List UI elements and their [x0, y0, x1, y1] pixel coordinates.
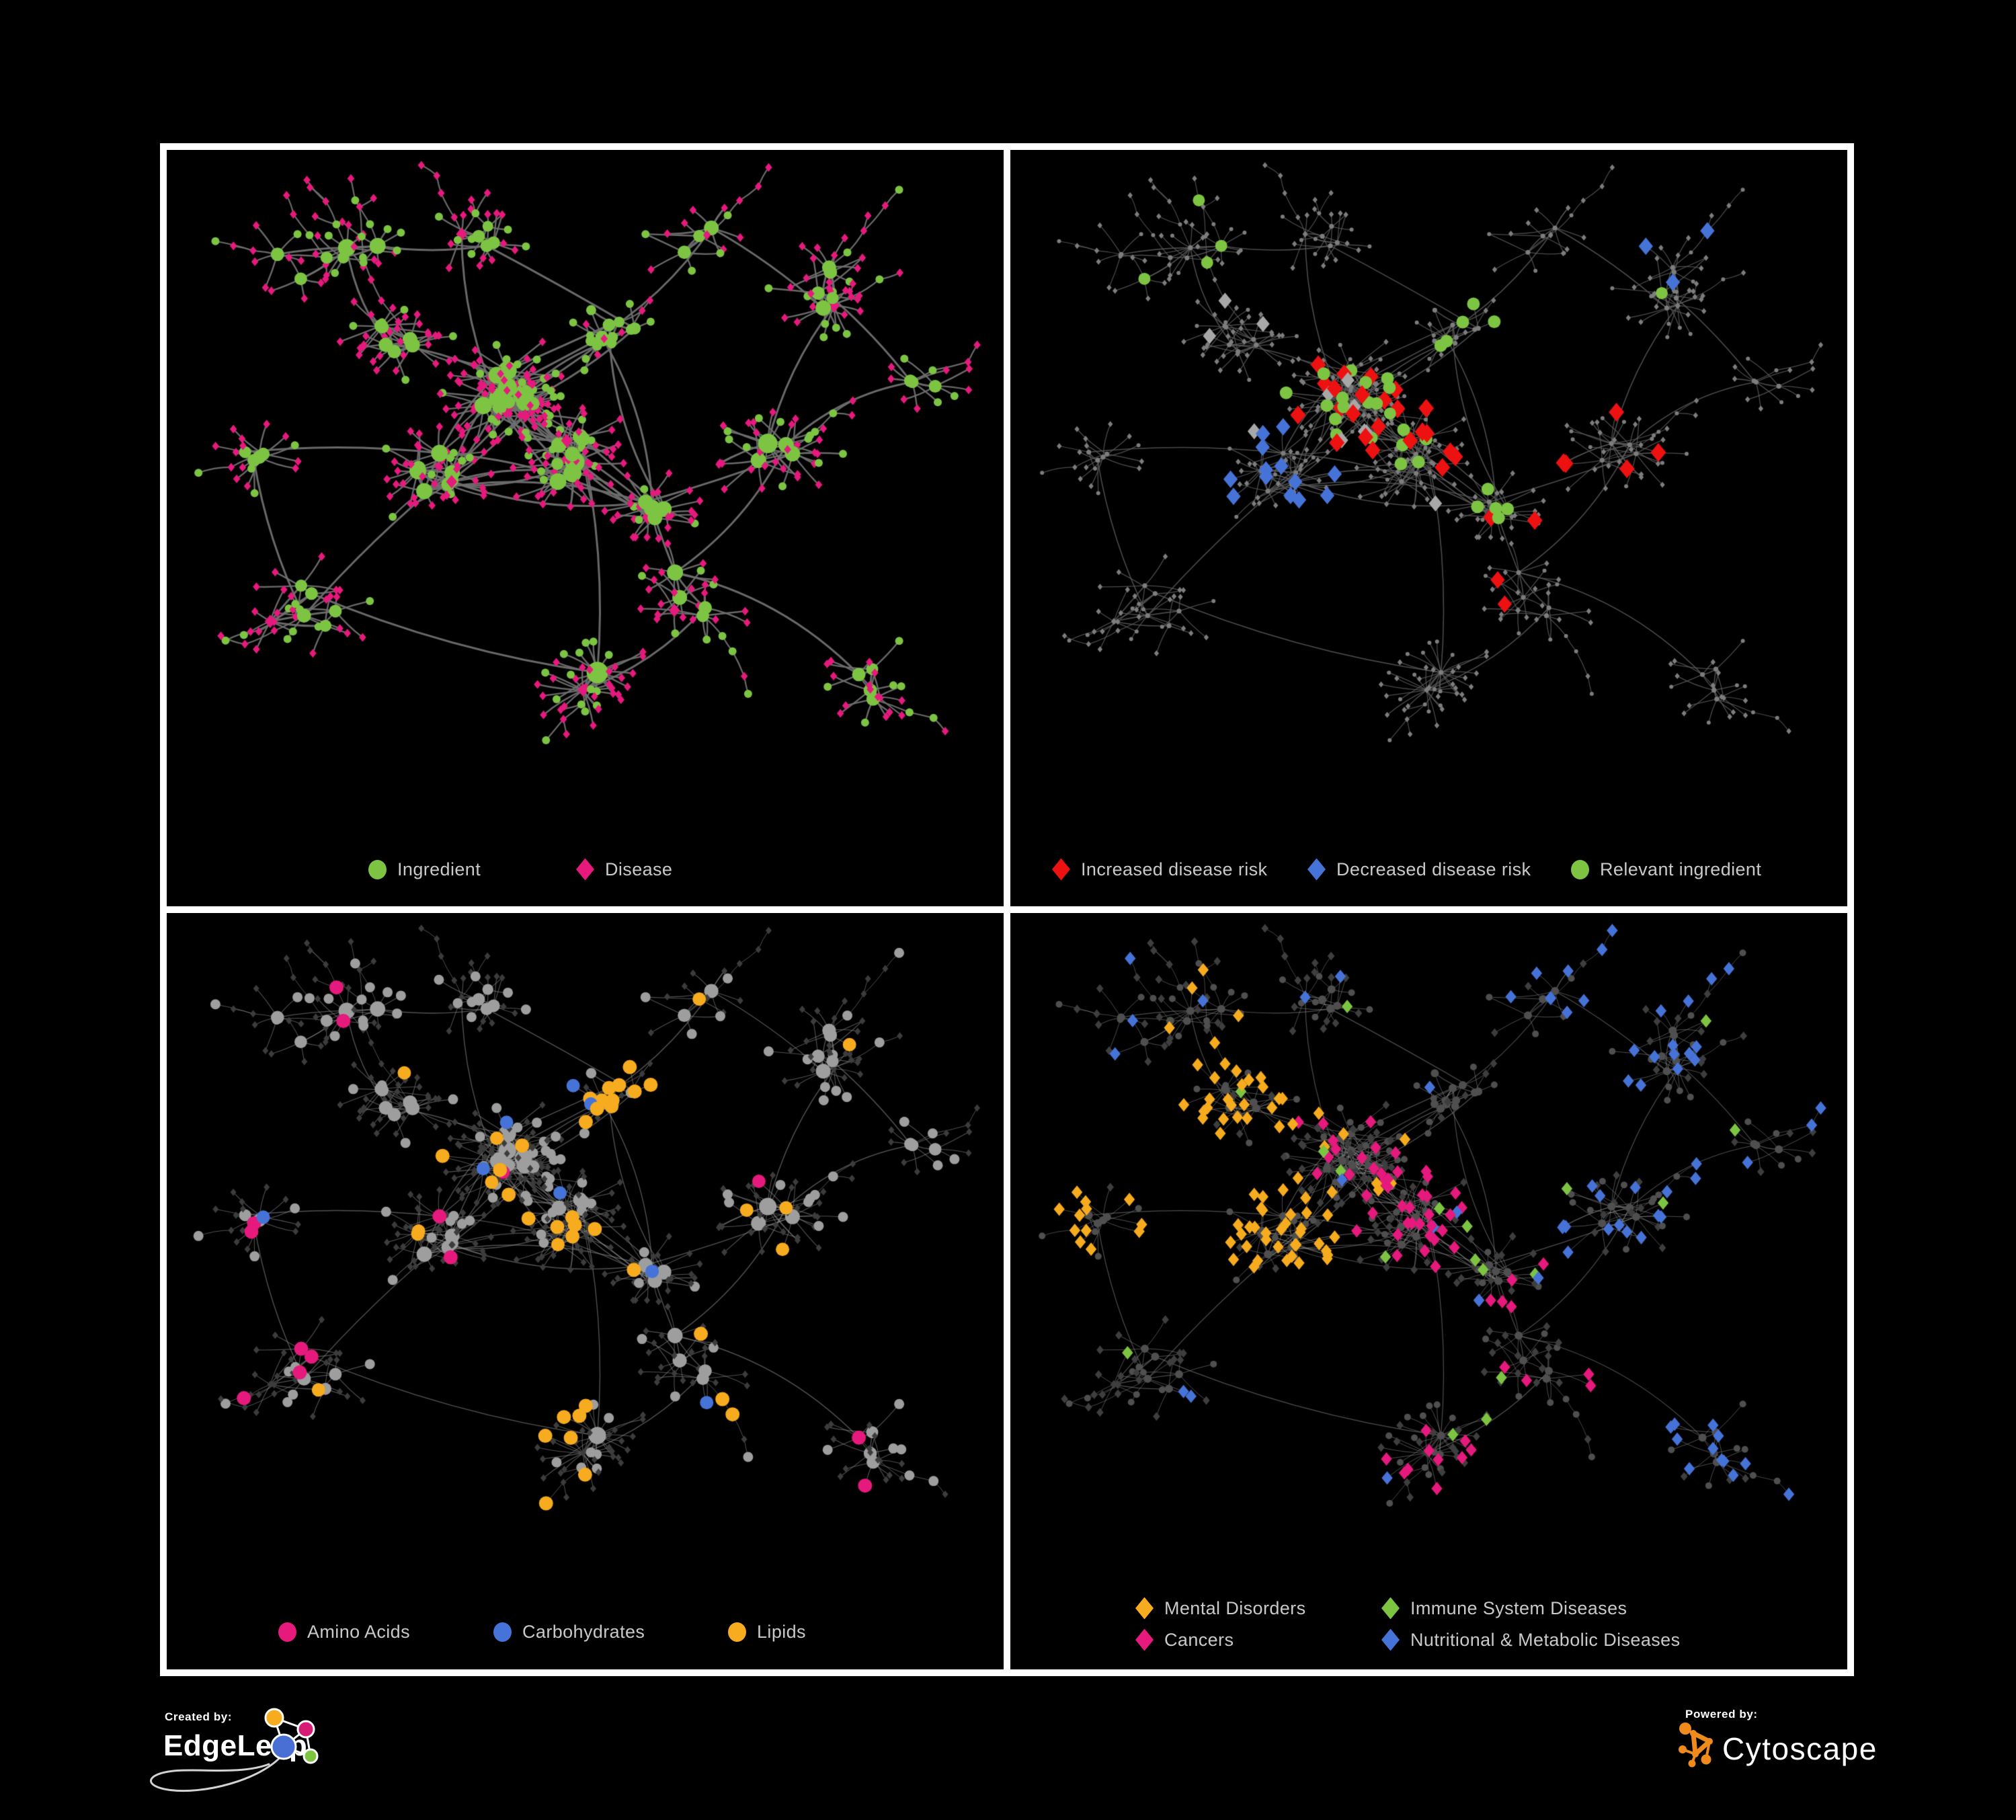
legend-item: Relevant ingredient — [1571, 857, 1761, 881]
legend-item: Nutritional & Metabolic Diseases — [1381, 1628, 1680, 1652]
panel-disease-risk — [1010, 150, 1847, 906]
increased-risk-legend-marker — [1052, 858, 1070, 881]
relevant-ingredient-legend-marker — [1571, 859, 1589, 879]
legend-label: Mental Disorders — [1164, 1597, 1306, 1618]
legend-item: Cancers — [1135, 1628, 1234, 1652]
powered-by-label: Powered by: — [1685, 1708, 1758, 1720]
disease-legend-marker — [576, 858, 594, 881]
panel-grid-frame — [160, 143, 1854, 1676]
cytoscape-wordmark: Cytoscape — [1722, 1731, 1878, 1766]
legend-item: Increased disease risk — [1052, 857, 1267, 881]
legend-label: Immune System Diseases — [1410, 1597, 1627, 1618]
cancers-legend-marker — [1135, 1628, 1154, 1651]
disease-category-network-canvas — [1010, 913, 1847, 1669]
legend-item: Lipids — [728, 1620, 806, 1644]
legend-label: Ingredient — [397, 859, 481, 879]
nutritional-metabolic-legend-marker — [1381, 1628, 1400, 1651]
legend-label: Cancers — [1164, 1629, 1234, 1650]
amino-acids-legend-marker — [278, 1622, 296, 1642]
edgeleap-logo-icon — [150, 1708, 319, 1792]
disease-risk-network-canvas — [1010, 150, 1847, 906]
legend-item: Decreased disease risk — [1307, 857, 1531, 881]
ingredient-legend-marker — [368, 859, 387, 879]
legend-item: Ingredient — [368, 857, 481, 881]
panel-ingredient-disease — [167, 150, 1004, 906]
legend-label: Lipids — [757, 1621, 806, 1642]
legend-item: Mental Disorders — [1135, 1596, 1305, 1620]
legend-label: Increased disease risk — [1081, 859, 1268, 879]
legend-label: Decreased disease risk — [1336, 859, 1531, 879]
legend-label: Carbohydrates — [522, 1621, 645, 1642]
nutrient-class-network-canvas — [167, 913, 1004, 1669]
legend-label: Nutritional & Metabolic Diseases — [1410, 1629, 1681, 1650]
legend-item: Disease — [576, 857, 672, 881]
panel-disease-category — [1010, 913, 1847, 1669]
immune-diseases-legend-marker — [1381, 1597, 1400, 1620]
legend-label: Relevant ingredient — [1600, 859, 1762, 879]
ingredient-disease-network-canvas — [167, 150, 1004, 906]
mental-disorders-legend-marker — [1135, 1597, 1154, 1620]
legend-item: Immune System Diseases — [1381, 1596, 1627, 1620]
legend-item: Carbohydrates — [493, 1620, 645, 1644]
lipids-legend-marker — [728, 1622, 746, 1642]
cytoscape-logo-icon — [1679, 1723, 1713, 1768]
created-by-label: Created by: — [165, 1710, 233, 1723]
legend-label: Disease — [605, 859, 673, 879]
legend-item: Amino Acids — [278, 1620, 410, 1644]
legend-label: Amino Acids — [307, 1621, 410, 1642]
decreased-risk-legend-marker — [1307, 858, 1326, 881]
carbohydrates-legend-marker — [493, 1622, 512, 1642]
panel-nutrient-class — [167, 913, 1004, 1669]
